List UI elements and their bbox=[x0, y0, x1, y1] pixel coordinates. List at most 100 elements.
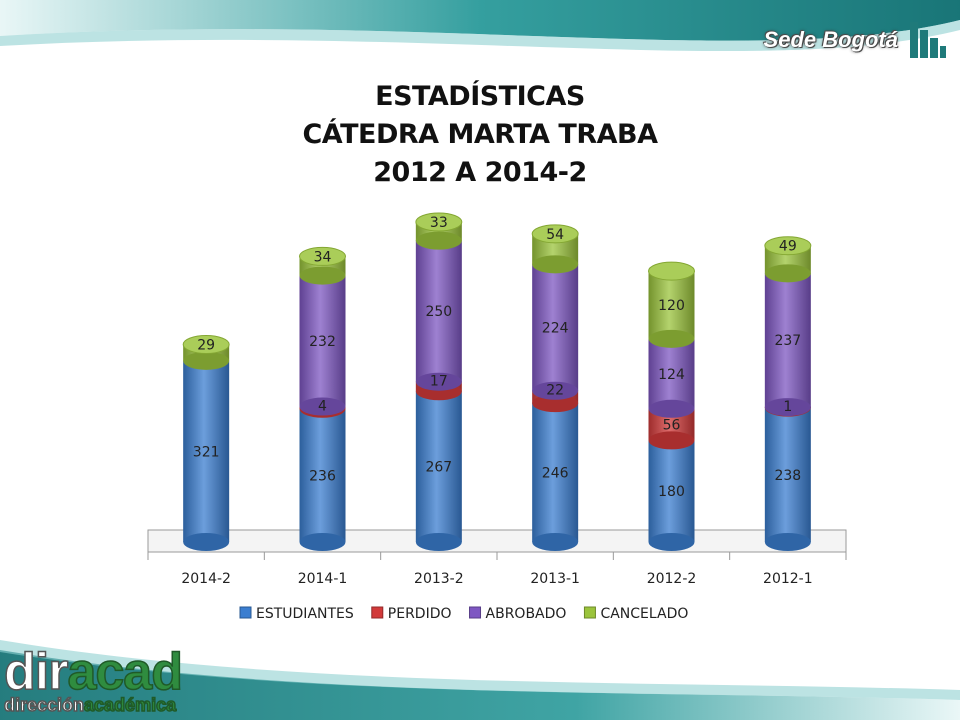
bar-body bbox=[415, 391, 462, 542]
bar-bottom-cap bbox=[532, 394, 579, 413]
bar-bottom-cap bbox=[532, 381, 579, 400]
diracad-logo: diracad direcciónacadémica bbox=[3, 645, 183, 715]
bar-abrobado-2014-1 bbox=[299, 275, 346, 416]
bar-stack-2013-1: 246 22 224 54 bbox=[531, 224, 579, 551]
bar-bottom-cap bbox=[764, 264, 811, 283]
legend-swatch bbox=[469, 606, 482, 619]
bar-stack-2014-2: 321 29 bbox=[182, 334, 230, 551]
data-label: 54 bbox=[546, 227, 564, 243]
bar-body bbox=[532, 403, 579, 542]
bar-bottom-cap bbox=[532, 533, 579, 551]
bar-bottom-cap bbox=[648, 329, 695, 348]
bar-estudiantes-2012-1 bbox=[764, 407, 811, 551]
bar-top-cap bbox=[764, 236, 812, 256]
title-line-1: ESTADÍSTICAS bbox=[375, 81, 585, 112]
data-label: 180 bbox=[658, 484, 685, 500]
bar-cancelado-2013-2 bbox=[415, 212, 463, 250]
bar-bottom-cap bbox=[299, 533, 346, 551]
legend-swatch bbox=[371, 606, 384, 619]
legend-item-perdido: PERDIDO bbox=[371, 606, 452, 622]
x-tick-label: 2014-1 bbox=[298, 571, 348, 587]
legend-label: CANCELADO bbox=[600, 606, 688, 622]
header-wave bbox=[0, 0, 960, 52]
bar-bottom-cap bbox=[415, 533, 462, 551]
brand-logo: Sede Bogotá bbox=[764, 18, 948, 62]
bar-bottom-cap bbox=[764, 533, 811, 551]
legend-item-estudiantes: ESTUDIANTES bbox=[239, 606, 354, 622]
bar-body bbox=[648, 440, 695, 542]
bar-body bbox=[764, 407, 811, 542]
bar-cancelado-2013-1 bbox=[531, 224, 579, 274]
bar-cancelado-2012-2 bbox=[648, 261, 695, 348]
data-label: 232 bbox=[309, 334, 336, 350]
data-label: 33 bbox=[430, 215, 448, 231]
x-tick-label: 2014-2 bbox=[181, 571, 231, 587]
bar-body bbox=[532, 264, 579, 391]
data-label: 124 bbox=[658, 367, 685, 383]
bar-cancelado-2012-1 bbox=[764, 236, 812, 283]
data-label: 34 bbox=[314, 249, 332, 265]
bar-abrobado-2012-2 bbox=[648, 338, 695, 418]
bar-cancelado-2014-2 bbox=[182, 334, 230, 370]
bar-top-cap bbox=[648, 261, 695, 281]
data-label: 4 bbox=[318, 399, 327, 415]
bar-body bbox=[415, 240, 462, 382]
bar-body bbox=[648, 338, 695, 409]
bar-stack-2013-2: 267 17 250 33 bbox=[415, 212, 463, 551]
bar-bottom-cap bbox=[648, 399, 695, 418]
title-line-2: CÁTEDRA MARTA TRABA bbox=[302, 119, 658, 150]
title-line-3: 2012 A 2014-2 bbox=[373, 157, 587, 188]
brand-text: Sede Bogotá bbox=[763, 27, 898, 52]
x-tick-label: 2013-2 bbox=[414, 571, 464, 587]
bar-bottom-cap bbox=[648, 431, 695, 450]
data-label: 29 bbox=[197, 337, 215, 353]
bar-cancelado-2014-1 bbox=[299, 246, 346, 285]
bar-bottom-cap bbox=[299, 266, 346, 285]
bar-estudiantes-2014-2 bbox=[183, 360, 230, 551]
x-tick-label: 2012-2 bbox=[647, 571, 697, 587]
bar-top-cap bbox=[415, 212, 463, 232]
bar-bottom-cap bbox=[532, 255, 579, 274]
bar-bottom-cap bbox=[299, 397, 346, 416]
bar-top-cap bbox=[531, 224, 579, 244]
bar-top-cap bbox=[182, 334, 230, 354]
logo-direccion: dirección bbox=[3, 695, 85, 715]
bar-body bbox=[183, 360, 230, 542]
plot-area: 321 29 2014-2 236 4 232 34 2014-1 267 17 250 33 2013… bbox=[147, 212, 847, 587]
data-label: 267 bbox=[425, 460, 452, 476]
bar-abrobado-2012-1 bbox=[764, 273, 811, 417]
bar-abrobado-2013-2 bbox=[415, 240, 462, 391]
x-tick-label: 2013-1 bbox=[530, 571, 580, 587]
footer-wave bbox=[0, 640, 960, 720]
legend-swatch bbox=[239, 606, 252, 619]
bar-bottom-cap bbox=[415, 231, 462, 250]
data-label: 250 bbox=[425, 304, 452, 320]
data-label: 22 bbox=[546, 383, 564, 399]
logo-acad: acad bbox=[67, 643, 184, 701]
data-label: 49 bbox=[779, 239, 797, 255]
legend-item-cancelado: CANCELADO bbox=[583, 606, 688, 622]
data-label: 238 bbox=[774, 468, 801, 484]
legend-label: PERDIDO bbox=[388, 606, 452, 622]
bar-estudiantes-2013-1 bbox=[532, 403, 579, 551]
bar-stack-2012-1: 238 1 237 49 bbox=[764, 236, 812, 551]
bar-abrobado-2013-1 bbox=[532, 264, 579, 400]
bar-stack-2012-2: 180 56 124 120 bbox=[648, 261, 695, 551]
bar-bottom-cap bbox=[415, 372, 462, 391]
bar-bottom-cap bbox=[764, 398, 811, 417]
data-label: 56 bbox=[663, 418, 681, 434]
data-label: 1 bbox=[783, 399, 792, 415]
data-label: 236 bbox=[309, 468, 336, 484]
bar-body bbox=[648, 271, 695, 339]
data-label: 321 bbox=[193, 444, 220, 460]
bar-top-cap bbox=[299, 246, 346, 266]
bar-estudiantes-2012-2 bbox=[648, 440, 695, 551]
bar-body bbox=[764, 273, 811, 408]
data-label: 246 bbox=[542, 466, 569, 482]
legend-label: ABROBADO bbox=[486, 606, 567, 622]
university-logo-icon bbox=[910, 22, 946, 58]
data-label: 17 bbox=[430, 374, 448, 390]
data-label: 120 bbox=[658, 298, 685, 314]
data-label: 237 bbox=[774, 333, 801, 349]
